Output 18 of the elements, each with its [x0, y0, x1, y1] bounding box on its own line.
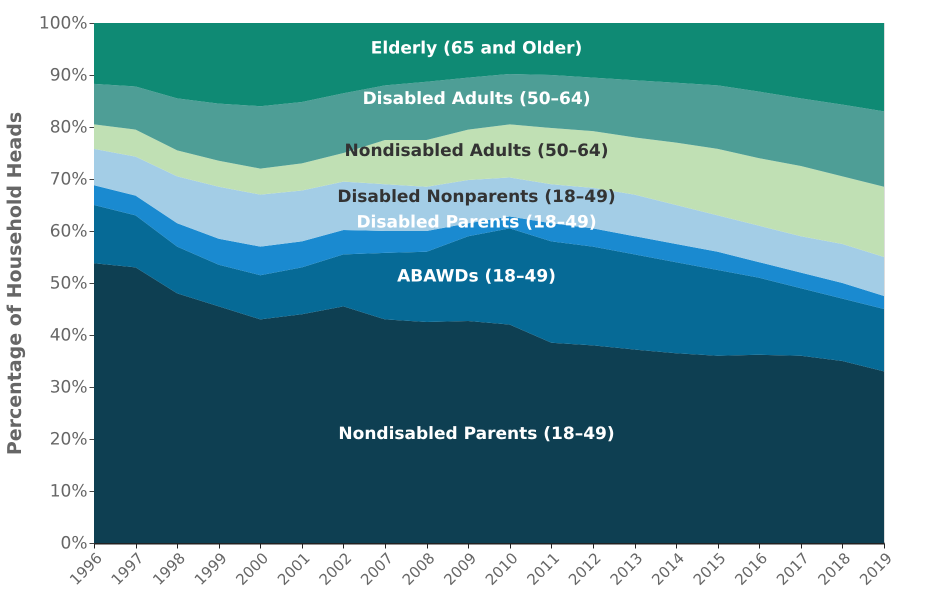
- series-label: Elderly (65 and Older): [370, 38, 582, 58]
- series-label: Disabled Nonparents (18–49): [337, 186, 616, 207]
- y-tick-label: 20%: [50, 430, 88, 450]
- y-tick-label: 70%: [50, 170, 88, 190]
- y-tick-label: 0%: [60, 534, 88, 554]
- y-tick-label: 30%: [50, 378, 88, 398]
- series-label: Disabled Adults (50–64): [362, 89, 590, 110]
- y-tick-label: 80%: [50, 118, 88, 138]
- series-label: Nondisabled Parents (18–49): [338, 424, 615, 444]
- series-label: Nondisabled Adults (50–64): [344, 140, 609, 161]
- y-axis-title: Percentage of Household Heads: [4, 112, 26, 456]
- y-tick-label: 40%: [50, 326, 88, 346]
- y-tick-label: 100%: [38, 14, 88, 34]
- y-tick-label: 60%: [50, 222, 88, 242]
- y-tick-label: 50%: [50, 274, 88, 294]
- y-tick-label: 10%: [50, 482, 88, 502]
- y-tick-label: 90%: [50, 66, 88, 86]
- series-label: ABAWDs (18–49): [397, 266, 556, 286]
